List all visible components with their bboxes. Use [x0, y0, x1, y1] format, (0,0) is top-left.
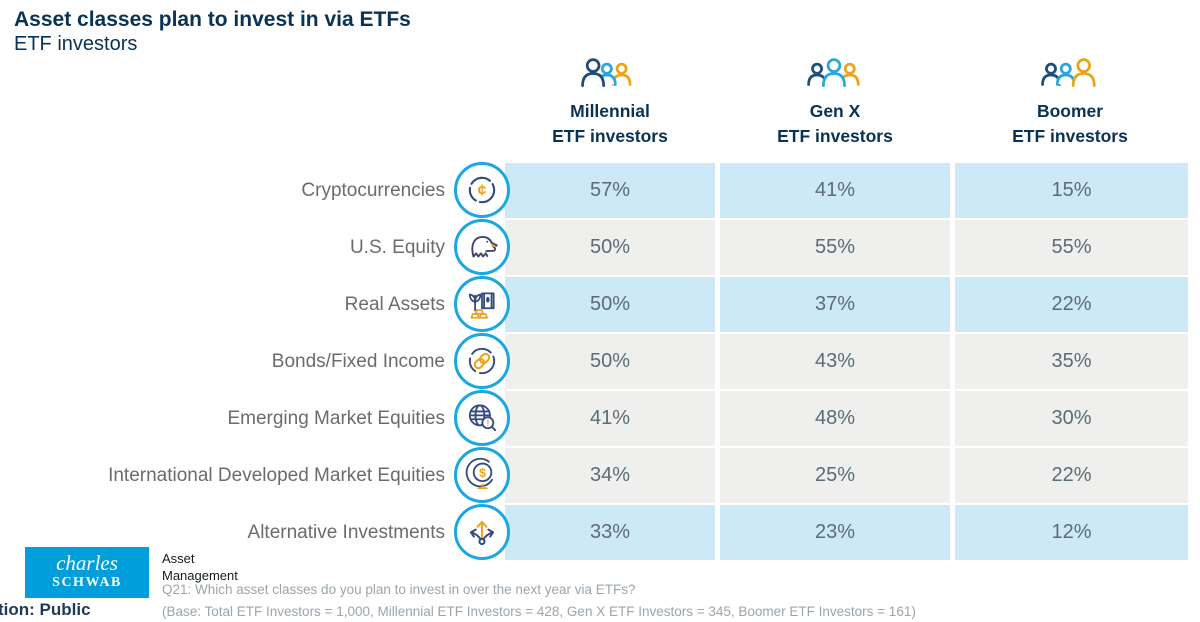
table-row-bonds-fixed-income: Bonds/Fixed Income 50% 43% 35%: [0, 333, 1200, 389]
footnote: Q21: Which asset classes do you plan to …: [162, 579, 916, 622]
table-row-international-developed-market-equities: International Developed Market Equities …: [0, 447, 1200, 503]
brand-asset-management: Asset Management: [162, 551, 238, 583]
globe-search-icon: !: [454, 390, 510, 446]
row-label: Real Assets: [344, 294, 445, 315]
value-cell: 15%: [955, 163, 1188, 218]
column-header-genx: Gen X ETF investors: [715, 55, 955, 148]
value-cell: 12%: [955, 505, 1188, 560]
row-label: Emerging Market Equities: [227, 408, 445, 429]
logo-schwab-text: SCHWAB: [52, 575, 122, 590]
value-cell: 25%: [720, 448, 950, 503]
value-cell: 57%: [505, 163, 715, 218]
row-label: Cryptocurrencies: [301, 180, 445, 201]
people-group-boomer-icon: [1041, 58, 1096, 87]
eagle-icon: [454, 219, 510, 275]
desk-globe-dollar-icon: $: [454, 447, 510, 503]
classification-label-fragment: tion: Public: [0, 600, 91, 619]
footnote-question: Q21: Which asset classes do you plan to …: [162, 582, 636, 597]
table-row-cryptocurrencies: Cryptocurrencies ¢ 57% 41% 15%: [0, 162, 1200, 218]
row-label: Bonds/Fixed Income: [271, 351, 445, 372]
value-cell: 34%: [505, 448, 715, 503]
value-cell: 43%: [720, 334, 950, 389]
value-cell: 37%: [720, 277, 950, 332]
value-cell: 35%: [955, 334, 1188, 389]
svg-text:¢: ¢: [478, 182, 487, 199]
value-cell: 50%: [505, 277, 715, 332]
column-header-millennial: Millennial ETF investors: [490, 55, 730, 148]
column-header-boomer: Boomer ETF investors: [950, 55, 1190, 148]
row-label: International Developed Market Equities: [108, 465, 445, 486]
value-cell: 33%: [505, 505, 715, 560]
people-group-millennial-icon: [581, 58, 632, 87]
column-label: Millennial ETF investors: [552, 101, 668, 146]
table-row-us-equity: U.S. Equity 50% 55% 55%: [0, 219, 1200, 275]
svg-text:!: !: [486, 418, 489, 428]
logo-charles-text: charles: [56, 551, 118, 575]
table-row-alternative-investments: Alternative Investments 33% 23% 12%: [0, 504, 1200, 560]
people-group-genx-icon: [807, 58, 860, 87]
value-cell: 55%: [720, 220, 950, 275]
charles-schwab-logo: charles SCHWAB: [25, 547, 149, 598]
page-subtitle: ETF investors: [14, 33, 138, 55]
table-row-real-assets: Real Assets 50% 37% 22%: [0, 276, 1200, 332]
value-cell: 50%: [505, 220, 715, 275]
svg-text:$: $: [479, 466, 486, 480]
page-title: Asset classes plan to invest in via ETFs: [14, 8, 411, 31]
value-cell: 22%: [955, 277, 1188, 332]
table-row-emerging-market-equities: Emerging Market Equities ! 41% 48% 30%: [0, 390, 1200, 446]
value-cell: 41%: [720, 163, 950, 218]
value-cell: 55%: [955, 220, 1188, 275]
value-cell: 41%: [505, 391, 715, 446]
value-cell: 22%: [955, 448, 1188, 503]
column-label: Boomer ETF investors: [1012, 101, 1128, 146]
commodities-icon: [454, 276, 510, 332]
value-cell: 50%: [505, 334, 715, 389]
value-cell: 30%: [955, 391, 1188, 446]
chain-link-icon: [454, 333, 510, 389]
row-label: U.S. Equity: [349, 237, 445, 258]
value-cell: 48%: [720, 391, 950, 446]
footnote-base: (Base: Total ETF Investors = 1,000, Mill…: [162, 603, 916, 619]
value-cell: 23%: [720, 505, 950, 560]
row-label: Alternative Investments: [247, 522, 445, 543]
branching-arrows-icon: [454, 504, 510, 560]
column-label: Gen X ETF investors: [777, 101, 893, 146]
cent-coin-icon: ¢: [454, 162, 510, 218]
